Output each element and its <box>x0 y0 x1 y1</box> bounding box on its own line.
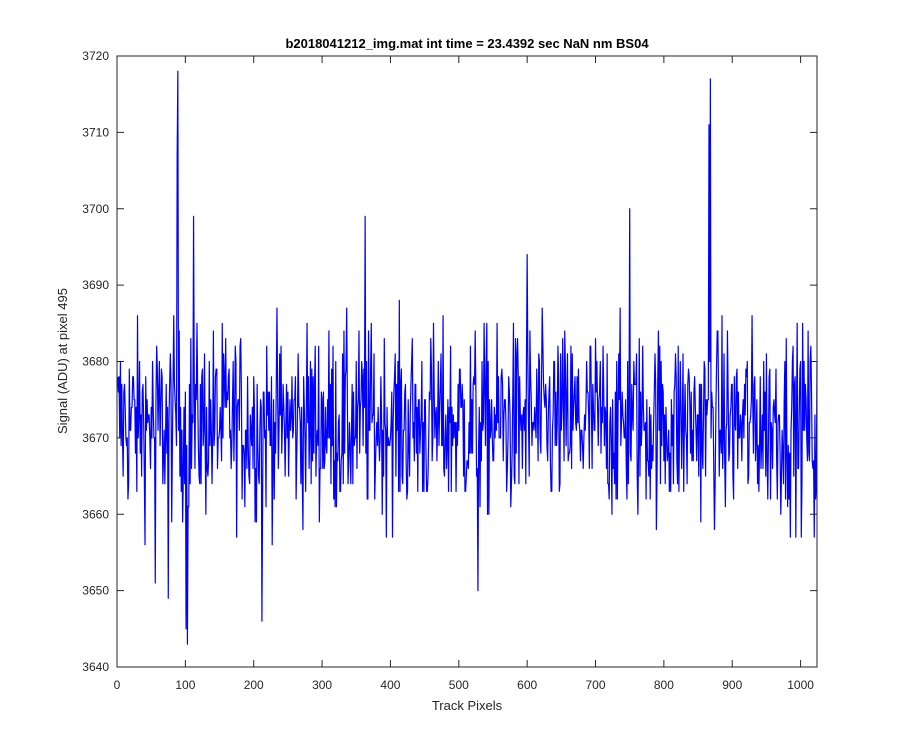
x-tick-label: 900 <box>722 678 742 692</box>
x-tick-label: 1000 <box>787 678 814 692</box>
y-axis-label: Signal (ADU) at pixel 495 <box>55 288 70 434</box>
x-tick-label: 100 <box>175 678 195 692</box>
series-line <box>117 70 818 645</box>
chart-title: b2018041212_img.mat int time = 23.4392 s… <box>285 36 649 51</box>
y-tick-label: 3690 <box>82 278 109 292</box>
series-layer <box>117 70 818 645</box>
x-axis-label: Track Pixels <box>432 698 503 713</box>
y-tick-label: 3670 <box>82 431 109 445</box>
y-tick-label: 3710 <box>82 125 109 139</box>
x-tick-label: 200 <box>244 678 264 692</box>
y-tick-label: 3650 <box>82 584 109 598</box>
ticks-layer: 0 100 200 300 400 500 600 700 800 900 1000 3640 3650… <box>82 49 817 692</box>
y-tick-label: 3720 <box>82 49 109 63</box>
y-tick-label: 3660 <box>82 507 109 521</box>
x-tick-label: 300 <box>312 678 332 692</box>
x-tick-label: 600 <box>517 678 537 692</box>
x-tick-label: 800 <box>654 678 674 692</box>
y-tick-label: 3700 <box>82 202 109 216</box>
x-tick-label: 700 <box>586 678 606 692</box>
x-tick-label: 400 <box>380 678 400 692</box>
y-tick-label: 3680 <box>82 355 109 369</box>
x-tick-label: 0 <box>114 678 121 692</box>
x-tick-label: 500 <box>449 678 469 692</box>
y-tick-label: 3640 <box>82 660 109 674</box>
